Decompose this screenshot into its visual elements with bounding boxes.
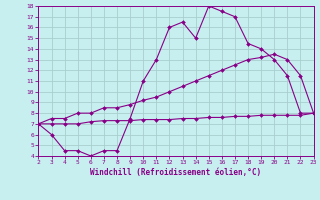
X-axis label: Windchill (Refroidissement éolien,°C): Windchill (Refroidissement éolien,°C) bbox=[91, 168, 261, 177]
